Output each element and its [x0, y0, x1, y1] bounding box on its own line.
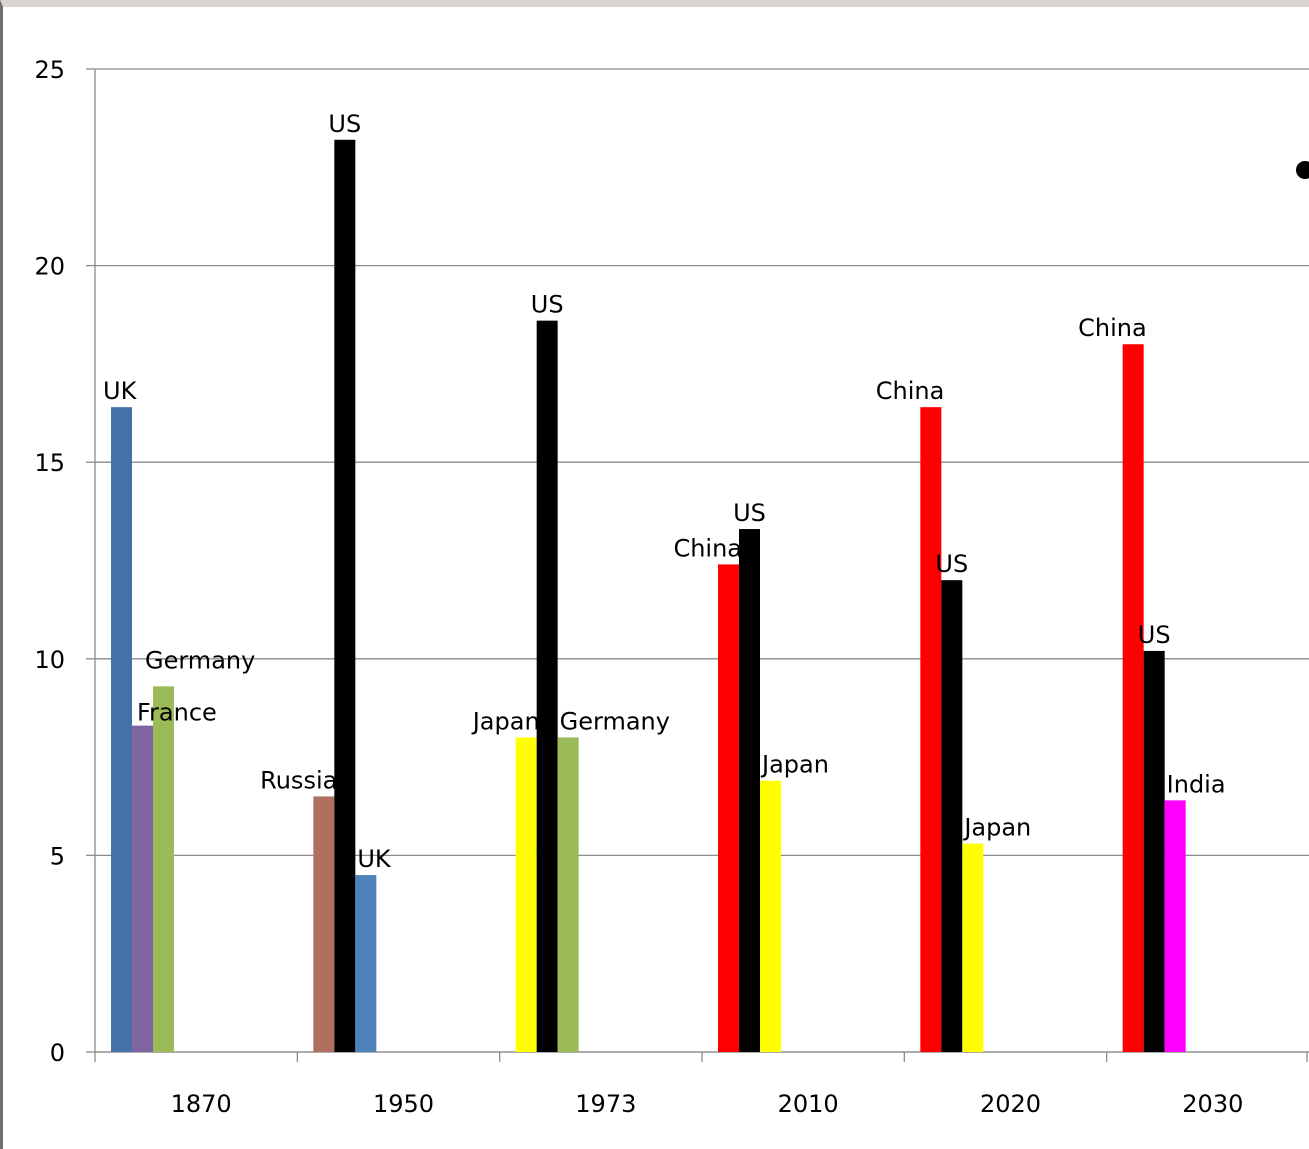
bar-label-2030-us: US: [1138, 621, 1171, 649]
bullet-dot: [1296, 161, 1309, 179]
bars: [111, 139, 1186, 1053]
bar-1950-uk: [355, 875, 377, 1052]
bar-label-1870-uk: UK: [103, 377, 138, 405]
bar-label-2030-india: India: [1167, 770, 1226, 798]
x-tick-label-2010: 2010: [778, 1090, 839, 1118]
x-tick-label-1973: 1973: [575, 1090, 636, 1118]
bar-2030-china: [1122, 344, 1144, 1052]
x-tick-label-2030: 2030: [1182, 1090, 1243, 1118]
bar-1950-us: [334, 139, 356, 1052]
bar-1870-uk: [111, 407, 132, 1053]
bar-label-2010-china: China: [673, 534, 742, 562]
bar-2020-us: [941, 580, 963, 1052]
bar-1950-russia: [313, 796, 335, 1052]
bar-2010-japan: [760, 780, 781, 1052]
bar-1870-germany: [153, 686, 174, 1052]
bar-label-2010-japan: Japan: [760, 751, 829, 779]
bar-label-2020-us: US: [935, 550, 968, 578]
y-tick-label-25: 25: [34, 56, 65, 84]
bar-label-1973-us: US: [531, 291, 564, 319]
bar-label-1870-france: France: [137, 699, 217, 727]
x-tick-label-2020: 2020: [980, 1090, 1041, 1118]
y-tick-label-10: 10: [34, 646, 65, 674]
bar-2030-india: [1164, 800, 1186, 1052]
y-axis: 0 5 10 15 20 25: [34, 56, 96, 1067]
y-tick-label-5: 5: [50, 842, 65, 870]
bar-label-2020-china: China: [876, 377, 945, 405]
x-tick-label-1950: 1950: [373, 1090, 434, 1118]
bar-2020-japan: [962, 843, 984, 1052]
bar-2010-us: [739, 529, 760, 1052]
bar-labels: UK France Germany Russia US UK Japan US Germany C…: [103, 110, 1226, 873]
y-tick-label-15: 15: [34, 449, 65, 477]
bar-label-1973-germany: Germany: [560, 707, 670, 735]
y-tick-label-20: 20: [34, 253, 65, 281]
bar-2010-china: [718, 564, 739, 1052]
bar-label-2010-us: US: [733, 499, 766, 527]
bar-1973-japan: [515, 737, 537, 1052]
bar-label-1870-germany: Germany: [145, 646, 255, 674]
bar-1973-germany: [557, 737, 579, 1052]
bar-2020-china: [920, 407, 942, 1053]
bar-label-1950-russia: Russia: [260, 766, 337, 794]
bar-label-2020-japan: Japan: [962, 814, 1031, 842]
bar-label-1950-us: US: [328, 110, 361, 138]
x-axis: 1870 1950 1973 2010 2020 2030: [94, 1051, 1309, 1118]
bar-label-2030-china: China: [1078, 314, 1147, 342]
bar-label-1950-uk: UK: [357, 845, 392, 873]
bar-1973-us: [536, 320, 558, 1052]
bar-label-1973-japan: Japan: [471, 707, 540, 735]
bar-1870-france: [132, 725, 153, 1052]
x-tick-label-1870: 1870: [171, 1090, 232, 1118]
bar-2030-us: [1143, 650, 1165, 1052]
y-tick-label-0: 0: [50, 1039, 65, 1067]
